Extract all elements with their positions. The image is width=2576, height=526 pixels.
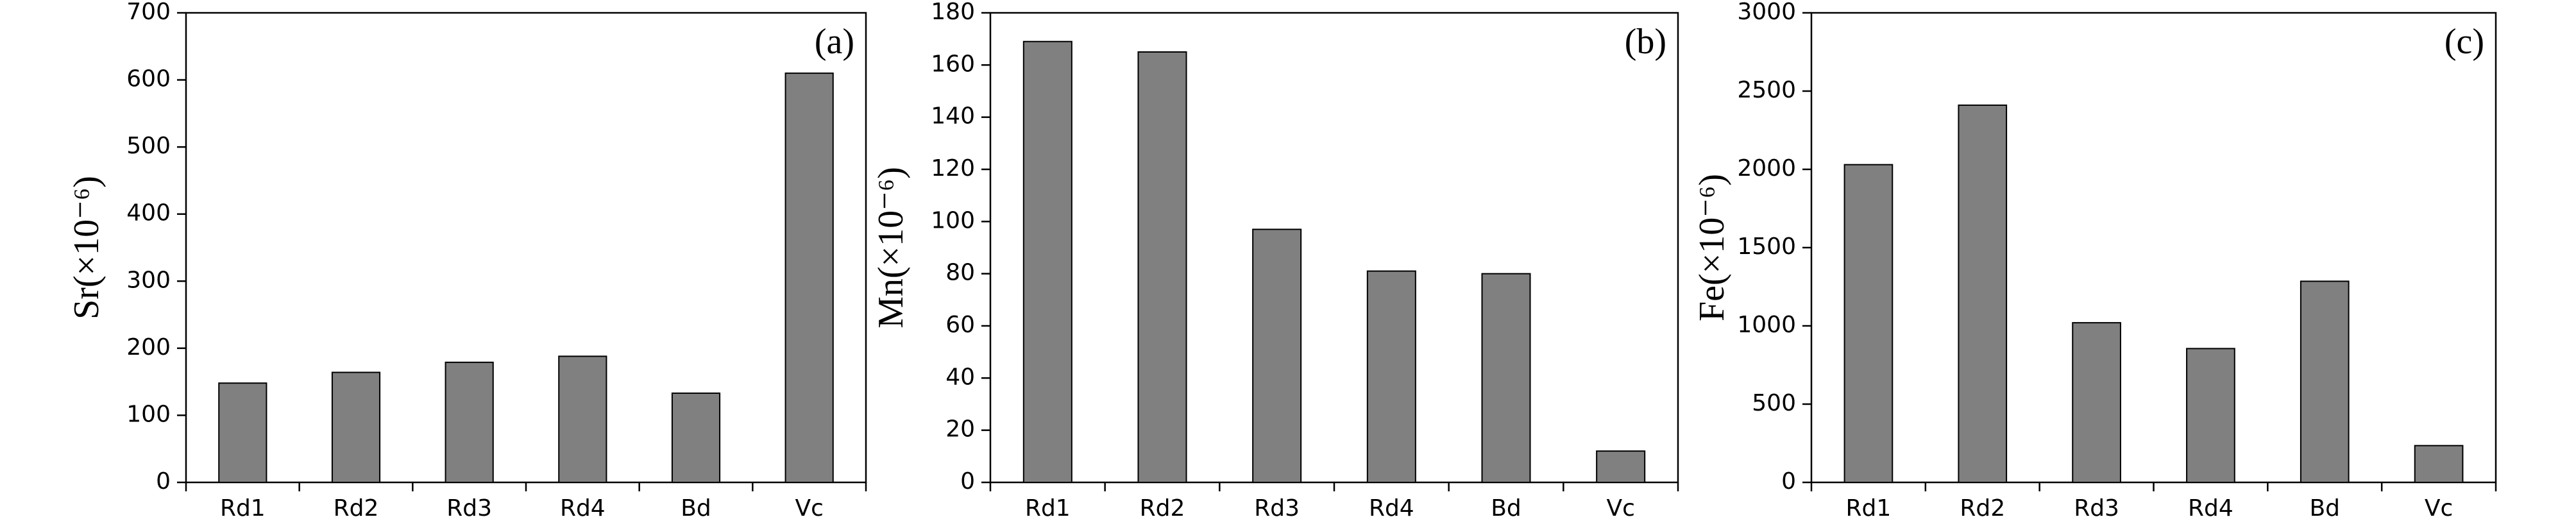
- y-tick-label: 160: [931, 51, 975, 77]
- plot-frame: [989, 12, 1679, 484]
- bar: [1843, 164, 1894, 483]
- bar: [2300, 280, 2350, 483]
- x-tick-label: Vc: [795, 495, 823, 522]
- panel-label: (c): [2445, 22, 2484, 62]
- y-tick-label: 0: [156, 468, 171, 495]
- y-tick-label: 60: [945, 312, 975, 338]
- y-tick-label: 180: [931, 0, 975, 25]
- y-tick-label: 400: [126, 200, 171, 226]
- panel: 0 500 1000 1500 2000 2500 3000 Rd1 Rd2 Rd3 Rd4 Bd Vc…: [1692, 0, 2497, 522]
- y-tick-label: 80: [945, 260, 975, 286]
- bar: [331, 371, 381, 484]
- x-tick-label: Bd: [1491, 495, 1521, 522]
- bar: [445, 361, 494, 483]
- x-tick-label: Rd1: [220, 495, 266, 522]
- bar: [1596, 450, 1646, 484]
- x-tick-label: Rd1: [1846, 495, 1892, 522]
- x-tick-label: Rd3: [2074, 495, 2119, 522]
- bar: [2186, 348, 2235, 483]
- bar: [1022, 40, 1072, 483]
- y-tick-label: 300: [126, 267, 171, 293]
- bar: [1366, 270, 1416, 483]
- bar: [2072, 322, 2121, 483]
- bar: [218, 382, 267, 484]
- x-tick-label: Bd: [681, 495, 711, 522]
- x-tick-label: Rd2: [1140, 495, 1185, 522]
- y-tick-label: 100: [126, 401, 171, 427]
- panel: 0 100 200 300 400 500 600 700 Rd1 Rd2 Rd3 Rd4 Bd Vc (a…: [67, 0, 867, 522]
- panel: 0 20 40 60 80 100 120 140 160 180 Rd1 Rd2 Rd3 Rd4 Bd Vc…: [871, 0, 1679, 522]
- y-axis-label: Fe(×10⁻⁶): [1692, 174, 1732, 321]
- y-tick-label: 700: [126, 0, 171, 25]
- y-tick-label: 500: [1752, 390, 1796, 416]
- y-tick-label: 20: [945, 416, 975, 443]
- y-tick-label: 40: [945, 364, 975, 390]
- y-tick-label: 1000: [1737, 312, 1796, 338]
- y-tick-label: 600: [126, 66, 171, 92]
- bar: [1958, 104, 2008, 483]
- x-tick-label: Rd2: [334, 495, 379, 522]
- y-tick-label: 200: [126, 334, 171, 361]
- x-tick-label: Rd4: [560, 495, 606, 522]
- y-tick-label: 1500: [1737, 233, 1796, 260]
- x-tick-label: Rd3: [446, 495, 492, 522]
- y-axis-label: Sr(×10⁻⁶): [67, 176, 106, 319]
- bar: [1137, 51, 1187, 483]
- x-tick-label: Vc: [2425, 495, 2453, 522]
- x-tick-label: Bd: [2309, 495, 2340, 522]
- y-tick-label: 2000: [1737, 155, 1796, 182]
- panel-label: (a): [815, 22, 854, 62]
- plot-frame: [185, 12, 867, 484]
- y-tick-label: 0: [1781, 468, 1796, 495]
- bar: [2414, 445, 2464, 483]
- y-tick-label: 2500: [1737, 77, 1796, 103]
- x-tick-label: Rd3: [1254, 495, 1300, 522]
- x-tick-label: Rd1: [1025, 495, 1071, 522]
- y-tick-label: 100: [931, 207, 975, 233]
- bar: [1481, 273, 1531, 483]
- bar: [1252, 228, 1302, 483]
- y-tick-label: 3000: [1737, 0, 1796, 25]
- bar: [784, 72, 834, 484]
- y-tick-label: 120: [931, 155, 975, 182]
- x-tick-label: Rd4: [1369, 495, 1414, 522]
- panel-label: (b): [1625, 22, 1666, 62]
- y-tick-label: 500: [126, 133, 171, 159]
- x-tick-label: Vc: [1606, 495, 1634, 522]
- x-tick-label: Rd4: [2188, 495, 2233, 522]
- y-tick-label: 140: [931, 103, 975, 130]
- y-tick-label: 0: [960, 468, 975, 495]
- bar: [671, 392, 721, 483]
- plot-frame: [1810, 12, 2497, 484]
- bar: [558, 355, 607, 483]
- x-tick-label: Rd2: [1960, 495, 2005, 522]
- y-axis-label: Mn(×10⁻⁶): [871, 167, 911, 328]
